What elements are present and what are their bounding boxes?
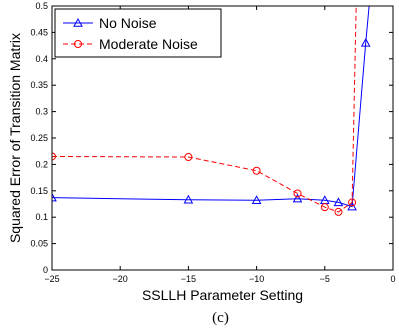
y-tick-label: 0.35 xyxy=(30,80,48,90)
y-tick-label: 0.3 xyxy=(35,107,48,117)
x-tick-label: −20 xyxy=(113,274,128,284)
x-tick-label: −25 xyxy=(44,274,59,284)
legend-box xyxy=(54,8,222,58)
y-tick-label: 0.5 xyxy=(35,1,48,11)
y-tick-label: 0.2 xyxy=(35,159,48,169)
figure-caption: (c) xyxy=(212,310,229,326)
y-tick-label: 0.1 xyxy=(35,212,48,222)
data-point xyxy=(360,37,371,47)
data-point xyxy=(320,203,329,212)
x-tick-label: −5 xyxy=(320,274,330,284)
series-moderate-noise xyxy=(52,6,357,216)
x-tick-label: −15 xyxy=(181,274,196,284)
data-point xyxy=(73,17,83,27)
data-point xyxy=(334,207,343,216)
series-no-noise xyxy=(52,6,371,211)
legend: No Noise Moderate Noise xyxy=(54,8,222,58)
data-point xyxy=(52,152,56,161)
data-point xyxy=(333,197,344,207)
data-point xyxy=(251,195,262,205)
data-point xyxy=(293,189,302,198)
data-point xyxy=(52,192,57,202)
data-point xyxy=(347,201,357,211)
legend-label: Moderate Noise xyxy=(99,36,198,52)
data-point xyxy=(252,166,261,175)
y-tick-label: 0 xyxy=(43,265,48,275)
data-point xyxy=(348,198,357,207)
data-point xyxy=(292,193,303,203)
y-tick-label: 0.4 xyxy=(35,54,48,64)
x-axis-label: SSLLH Parameter Setting xyxy=(142,287,303,303)
y-tick-label: 0.45 xyxy=(30,27,48,37)
legend-label: No Noise xyxy=(99,15,157,31)
y-axis-label: Squared Error of Transition Matrix xyxy=(7,33,23,243)
y-tick-label: 0.25 xyxy=(30,133,48,143)
y-tick-label: 0.15 xyxy=(30,186,48,196)
y-tick-label: 0.05 xyxy=(30,239,48,249)
data-point xyxy=(183,194,194,204)
data-point xyxy=(184,153,193,162)
x-tick-label: −10 xyxy=(249,274,264,284)
series-line xyxy=(52,6,357,213)
data-point xyxy=(74,40,82,48)
series-line xyxy=(52,6,370,208)
x-tick-label: 0 xyxy=(390,274,395,284)
